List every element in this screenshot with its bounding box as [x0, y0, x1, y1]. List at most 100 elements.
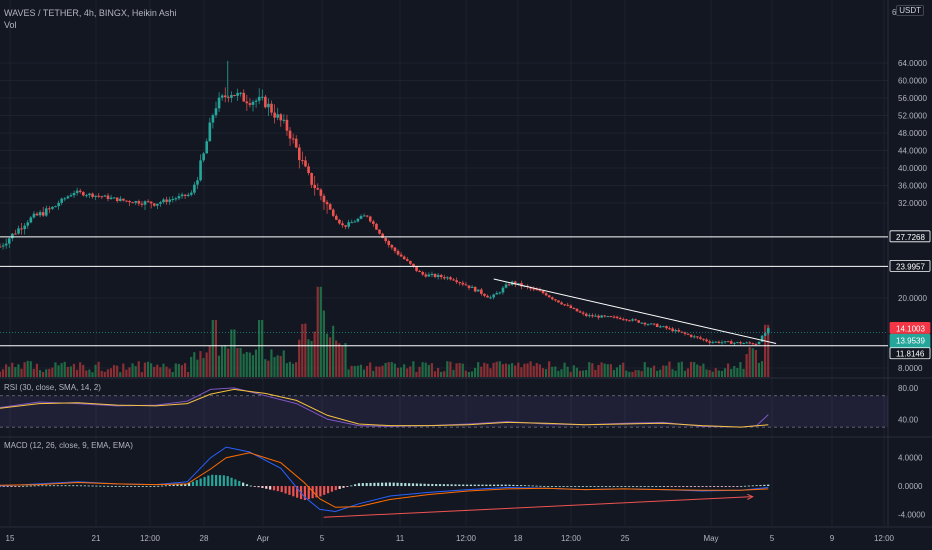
- macd-hist-89: [342, 486, 345, 488]
- macd-hist-67: [257, 486, 260, 488]
- candle-body-86: [264, 96, 267, 108]
- candle-body-126: [387, 241, 391, 246]
- macd-hist-93: [357, 483, 361, 487]
- volume-bar-127: [390, 362, 393, 377]
- macd-hist-111: [427, 483, 430, 487]
- rsi-label[interactable]: RSI (30, close, SMA, 14, 2): [4, 383, 101, 392]
- candle-body-48: [146, 201, 150, 203]
- candle-body-188: [578, 311, 582, 313]
- time-tick-13: 9: [830, 534, 835, 543]
- macd-hist-30: [114, 486, 117, 487]
- candle-body-198: [609, 316, 613, 318]
- macd-tick-1: 0.0000: [898, 482, 923, 491]
- macd-hist-77: [296, 486, 299, 498]
- candle-body-155: [476, 289, 480, 292]
- candle-body-125: [384, 237, 387, 242]
- volume-bar-241: [742, 368, 745, 377]
- volume-bar-249: [767, 324, 770, 377]
- candle-body-220: [677, 330, 681, 332]
- price-tag-box-5: [889, 347, 931, 360]
- candle-body-248: [763, 333, 767, 336]
- macd-hist-169: [651, 486, 654, 487]
- macd-hist-145: [558, 486, 561, 487]
- candle-body-192: [591, 315, 594, 317]
- macd-hist-132: [508, 484, 511, 487]
- volume-bar-40: [122, 363, 125, 377]
- volume-bar-29: [88, 369, 91, 377]
- macd-hist-160: [616, 486, 619, 487]
- candle-body-49: [149, 201, 153, 204]
- candle-body-175: [538, 290, 542, 292]
- price-tag-5: 11.8146: [896, 350, 925, 359]
- volume-bar-86: [264, 359, 267, 377]
- volume-bar-95: [291, 363, 295, 377]
- volume-bar-189: [581, 370, 585, 377]
- price-tick-6: 40.0000: [898, 164, 927, 173]
- volume-bar-117: [359, 364, 363, 377]
- price-tag-0: 27.7268: [896, 233, 925, 242]
- volume-bar-67: [205, 352, 208, 377]
- candle-body-195: [600, 315, 603, 318]
- time-tick-0: 15: [6, 534, 15, 543]
- macd-hist-141: [543, 485, 546, 487]
- volume-bar-15: [45, 369, 48, 377]
- macd-hist-6: [21, 485, 25, 487]
- macd-hist-44: [168, 485, 171, 487]
- macd-hist-19: [72, 485, 75, 487]
- volume-bar-105: [322, 310, 325, 377]
- candle-body-225: [692, 336, 696, 338]
- currency-badge[interactable]: USDT: [896, 5, 924, 16]
- volume-bar-223: [686, 368, 690, 377]
- volume-bar-99: [304, 323, 307, 377]
- candle-body-157: [483, 293, 486, 296]
- volume-bar-104: [319, 286, 322, 377]
- macd-hist-13: [48, 485, 52, 487]
- volume-bar-225: [693, 362, 696, 377]
- volume-bar-34: [103, 371, 106, 377]
- candle-body-213: [655, 323, 659, 328]
- time-tick-8: 18: [514, 534, 523, 543]
- macd-hist-177: [682, 486, 685, 487]
- candle-body-196: [603, 315, 607, 317]
- divergence-arrow: [323, 496, 753, 518]
- candle-body-107: [328, 204, 332, 210]
- macd-hist-139: [535, 485, 538, 487]
- volume-bar-74: [227, 348, 230, 377]
- macd-hist-158: [608, 486, 612, 487]
- time-axis: 15 21 12:00 28 Apr 5 11 12:00 18 12:00 25 May 5 9 12:0…: [6, 534, 895, 543]
- macd-hist-157: [604, 486, 608, 487]
- volume-bar-115: [353, 366, 356, 377]
- volume-bar-247: [760, 361, 764, 377]
- candle-body-6: [17, 228, 20, 234]
- volume-bar-139: [427, 364, 430, 377]
- volume-bar-47: [143, 362, 147, 377]
- volume-bar-97: [298, 339, 301, 377]
- macd-hist-14: [52, 485, 56, 487]
- volume-bar-234: [720, 370, 724, 377]
- candle-body-80: [245, 101, 249, 104]
- macd-hist-125: [481, 484, 484, 487]
- volume-bar-140: [430, 363, 433, 377]
- volume-bar-27: [82, 364, 85, 377]
- volume-bar-122: [375, 366, 378, 377]
- candle-body-179: [551, 297, 554, 300]
- macd-hist-178: [686, 486, 689, 487]
- volume-bar-232: [714, 368, 717, 377]
- volume-bar-65: [199, 351, 202, 377]
- candle-body-67: [205, 141, 209, 154]
- candle-body-110: [338, 219, 341, 224]
- volume-bar-101: [310, 341, 313, 377]
- macd-hist-137: [527, 485, 530, 487]
- macd-hist-47: [180, 484, 183, 487]
- volume-bar-220: [677, 362, 680, 377]
- time-tick-9: 12:00: [561, 534, 582, 543]
- volume-bar-191: [588, 362, 591, 377]
- candle-body-183: [563, 304, 566, 306]
- macd-label[interactable]: MACD (12, 26, close, 9, EMA, EMA): [4, 441, 133, 450]
- volume-bar-187: [575, 367, 578, 377]
- candle-body-215: [662, 326, 665, 328]
- symbol-title[interactable]: WAVES / TETHER, 4h, BINGX, Heikin Ashi: [4, 8, 177, 18]
- volume-bar-231: [711, 371, 714, 377]
- macd-hist-115: [442, 484, 445, 487]
